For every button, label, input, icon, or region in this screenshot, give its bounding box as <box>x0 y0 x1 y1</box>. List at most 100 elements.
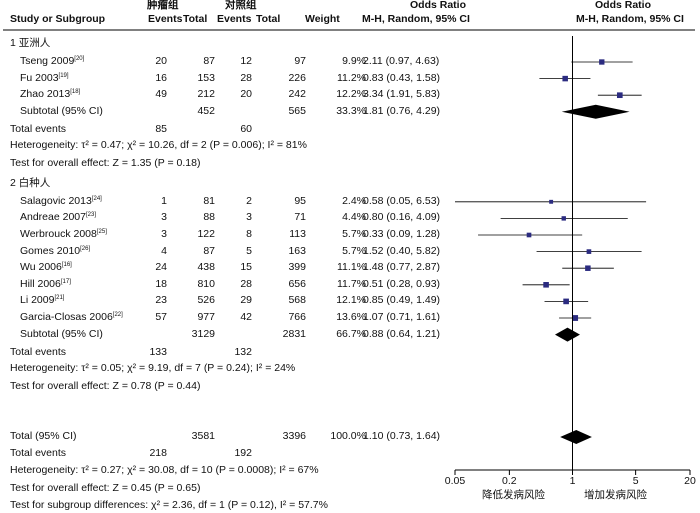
events-group2: 28 <box>240 71 252 84</box>
total-events-group1: 85 <box>155 122 167 135</box>
overall-total-events-label: Total events <box>10 447 67 459</box>
point-estimate-marker <box>549 199 554 204</box>
subgroup-differences-text: Test for subgroup differences: χ² = 2.36… <box>10 499 328 511</box>
odds-ratio-ci: 0.80 (0.16, 4.09) <box>363 211 441 224</box>
study-reference: [21] <box>54 295 65 302</box>
x-axis-left-label: 降低发病风险 <box>482 489 545 501</box>
subtotal-label: Subtotal (95% CI) <box>20 327 103 340</box>
subtotal-weight: 33.3% <box>336 104 366 117</box>
header-group2: 对照组 <box>225 0 257 11</box>
events-group1: 4 <box>161 244 167 257</box>
heterogeneity-text: Heterogeneity: τ² = 0.47; χ² = 10.26, df… <box>10 138 307 151</box>
events-group1: 3 <box>161 228 167 240</box>
header-group1: 肿瘤组 <box>147 0 179 11</box>
total-group1: 526 <box>197 294 215 307</box>
total-group2: 163 <box>288 244 306 257</box>
header-events1: Events <box>148 13 183 25</box>
events-group1: 1 <box>161 194 167 207</box>
events-group2: 28 <box>240 277 252 290</box>
study-reference: [20] <box>74 56 85 62</box>
header-events2: Events <box>217 13 252 25</box>
x-tick-label: 0.2 <box>502 475 517 487</box>
total-events-group1: 133 <box>149 345 167 358</box>
total-group2: 399 <box>288 261 306 274</box>
subtotal-weight: 66.7% <box>336 327 366 340</box>
overall-effect-text: Test for overall effect: Z = 1.35 (P = 0… <box>10 156 201 169</box>
total-events-label: Total events <box>10 345 67 358</box>
events-group1: 18 <box>155 277 167 290</box>
overall-effect-text: Test for overall effect: Z = 0.78 (P = 0… <box>10 379 201 392</box>
weight-value: 2.4% <box>342 194 366 207</box>
odds-ratio-ci: 2.11 (0.97, 4.63) <box>363 55 440 67</box>
total-group1: 88 <box>203 211 215 224</box>
events-group1: 24 <box>155 261 167 274</box>
total-total2: 3396 <box>282 430 306 442</box>
header-study: Study or Subgroup <box>10 13 106 25</box>
study-name: Zhao 2013[18] <box>20 88 81 101</box>
weight-value: 9.9% <box>342 55 366 67</box>
total-group1: 87 <box>203 244 215 257</box>
study-reference: [16] <box>61 262 72 269</box>
events-group2: 8 <box>246 228 252 240</box>
study-reference: [17] <box>60 278 71 285</box>
x-axis-right-label: 增加发病风险 <box>584 489 647 501</box>
events-group1: 3 <box>161 211 167 224</box>
odds-ratio-ci: 0.51 (0.28, 0.93) <box>363 277 441 290</box>
study-name: Tseng 2009[20] <box>20 55 85 67</box>
total-group1: 122 <box>197 228 215 240</box>
weight-value: 11.7% <box>337 277 366 290</box>
study-reference: [22] <box>112 312 123 318</box>
total-group2: 242 <box>288 88 306 101</box>
point-estimate-marker <box>561 216 566 221</box>
header-or-method: M-H, Random, 95% CI <box>362 13 470 25</box>
events-group2: 2 <box>246 194 252 207</box>
x-tick-label: 0.05 <box>444 475 466 487</box>
total-events-group2: 60 <box>240 122 252 135</box>
odds-ratio-ci: 1.07 (0.71, 1.61) <box>363 311 441 323</box>
events-group2: 20 <box>240 88 252 101</box>
subtotal-diamond <box>554 327 580 342</box>
study-name: Li 2009[21] <box>20 294 65 307</box>
heterogeneity-text: Heterogeneity: τ² = 0.05; χ² = 9.19, df … <box>10 361 296 374</box>
odds-ratio-ci: 0.85 (0.49, 1.49) <box>363 294 441 307</box>
total-group1: 810 <box>197 277 215 290</box>
study-name: Werbrouck 2008[25] <box>20 228 107 240</box>
events-group2: 42 <box>240 311 252 323</box>
total-group2: 97 <box>294 55 306 67</box>
total-group1: 438 <box>197 261 215 274</box>
total-group2: 226 <box>288 71 306 84</box>
weight-value: 11.1% <box>337 261 366 274</box>
study-name: Fu 2003[19] <box>20 71 69 84</box>
total-group1: 81 <box>203 194 215 207</box>
subtotal-label: Subtotal (95% CI) <box>20 104 103 117</box>
point-estimate-marker <box>563 298 569 305</box>
point-estimate-marker <box>585 265 591 271</box>
point-estimate-marker <box>616 92 623 99</box>
total-group2: 568 <box>288 294 306 307</box>
study-name: Andreae 2007[23] <box>20 211 96 224</box>
total-events-label: Total events <box>10 122 67 135</box>
study-name: Garcia-Closas 2006[22] <box>20 311 123 323</box>
events-group2: 12 <box>240 55 252 67</box>
events-group1: 23 <box>155 294 167 307</box>
point-estimate-marker <box>526 232 532 238</box>
total-events-group2: 132 <box>234 345 252 358</box>
total-group1: 212 <box>197 88 215 101</box>
odds-ratio-ci: 3.34 (1.91, 5.83) <box>363 88 441 101</box>
x-tick-label: 1 <box>569 475 576 487</box>
overall-total-events-group1: 218 <box>149 447 167 459</box>
total-total1: 3581 <box>191 430 215 442</box>
events-group1: 16 <box>155 71 167 84</box>
total-group1: 87 <box>203 55 215 67</box>
events-group2: 29 <box>240 294 252 307</box>
total-group2: 656 <box>288 277 306 290</box>
odds-ratio-ci: 1.52 (0.40, 5.82) <box>363 244 441 257</box>
weight-value: 12.2% <box>336 88 366 101</box>
overall-effect-total-text: Test for overall effect: Z = 0.45 (P = 0… <box>10 482 201 494</box>
subgroup-title: 1 亚洲人 <box>10 37 51 49</box>
weight-value: 12.1% <box>336 294 366 307</box>
events-group2: 3 <box>246 211 252 224</box>
total-weight: 100.0% <box>330 430 366 442</box>
study-reference: [19] <box>58 72 69 79</box>
